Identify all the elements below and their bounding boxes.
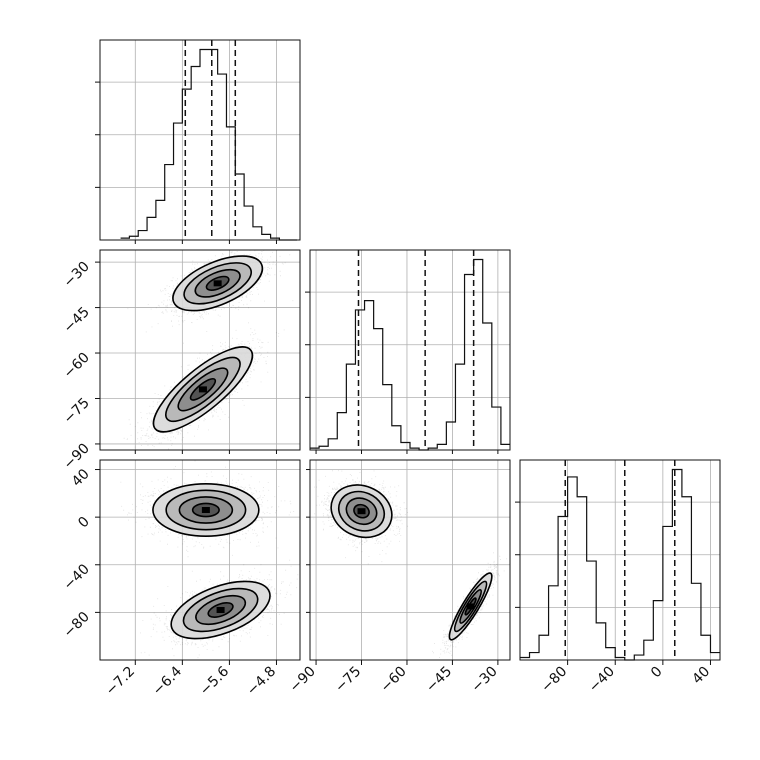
- y-tick-label: −60: [61, 350, 93, 382]
- x-tick-label: −5.6: [197, 663, 232, 698]
- panel-content: [100, 250, 300, 450]
- y-tick-label: −80: [61, 609, 93, 641]
- density-panel-0-1: [99, 249, 301, 451]
- histogram-step-line: [310, 258, 510, 451]
- x-tick-label: −7.2: [103, 664, 138, 699]
- panel-frame: [99, 249, 301, 451]
- density-peak: [201, 507, 210, 513]
- x-tick-label: 40: [689, 664, 713, 688]
- y-tick-label: −45: [61, 304, 93, 336]
- density-peak: [216, 607, 225, 613]
- density-panel-0-2: [99, 459, 301, 661]
- x-tick-label: −60: [378, 664, 410, 696]
- x-tick-label: −6.4: [150, 663, 185, 698]
- panel-layer: [95, 39, 721, 661]
- panel-frame: [99, 39, 301, 241]
- density-panel-1-2: [309, 459, 511, 661]
- density-peak: [198, 386, 207, 393]
- histogram-panel-1: [305, 249, 511, 451]
- panel-frame: [309, 459, 511, 661]
- density-peak: [357, 508, 366, 515]
- panel-frame: [519, 459, 721, 661]
- x-tick-label: −30: [469, 664, 501, 696]
- y-tick-label: −75: [61, 395, 93, 427]
- x-tick-label: −4.8: [244, 664, 279, 699]
- y-tick-label: −90: [61, 440, 93, 472]
- histogram-step-line: [520, 468, 720, 661]
- panel-frame: [309, 249, 511, 451]
- x-tick-label: −40: [586, 664, 618, 696]
- panel-frame: [99, 459, 301, 661]
- y-tick-label: −30: [61, 259, 93, 291]
- y-tick-label: −40: [61, 561, 93, 593]
- x-tick-label: 0: [648, 664, 666, 682]
- histogram-panel-2: [515, 459, 721, 661]
- x-tick-label: −45: [423, 664, 455, 696]
- x-tick-label: −90: [287, 664, 319, 696]
- y-tick-label: 0: [75, 514, 93, 532]
- x-tick-label: −80: [538, 664, 570, 696]
- histogram-step-line: [120, 48, 298, 241]
- density-peak: [213, 280, 222, 287]
- panel-content: [310, 460, 510, 660]
- density-peak: [466, 603, 475, 610]
- panel-content: [100, 460, 300, 660]
- histogram-panel-0: [95, 39, 301, 241]
- x-tick-label: −75: [332, 664, 364, 696]
